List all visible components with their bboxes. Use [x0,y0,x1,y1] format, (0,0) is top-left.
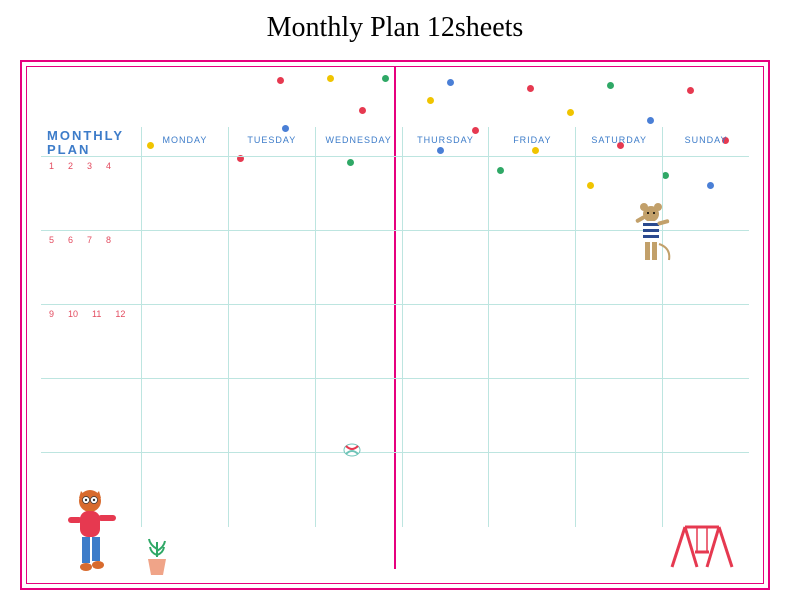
grid-row [41,379,749,453]
day-cell [488,379,575,452]
day-cell [315,453,402,527]
month-number: 7 [87,235,92,300]
monthly-plan-label-cell: MONTHLY PLAN [41,127,141,156]
grid-row: 9101112 [41,305,749,379]
day-cell [488,157,575,230]
day-cell [228,305,315,378]
month-number-cell: 5678 [41,231,141,304]
day-header-saturday: SATURDAY [575,127,662,156]
day-header-sunday: SUNDAY [662,127,749,156]
day-cell [402,305,489,378]
month-number: 2 [68,161,73,226]
month-number-cell: 1234 [41,157,141,230]
confetti-dot [687,87,694,94]
month-number: 10 [68,309,78,374]
day-cell [575,453,662,527]
confetti-dot [567,109,574,116]
cat-illustration [62,487,122,577]
month-number: 12 [115,309,125,374]
month-number: 3 [87,161,92,226]
day-cell [402,157,489,230]
day-cell [488,453,575,527]
month-number: 6 [68,235,73,300]
ball-illustration [342,442,362,458]
confetti-dot [277,77,284,84]
confetti-dot [427,97,434,104]
day-cell [402,379,489,452]
page-title: Monthly Plan 12sheets [0,0,790,44]
day-cell [402,231,489,304]
day-cell [141,231,228,304]
month-number: 5 [49,235,54,300]
day-cell [228,379,315,452]
month-number-cell: 9101112 [41,305,141,378]
monthly-plan-label: MONTHLY PLAN [47,129,135,158]
day-cell [488,231,575,304]
mouse-illustration [627,202,677,272]
confetti-dot [327,75,334,82]
day-header-monday: MONDAY [141,127,228,156]
month-number: 4 [106,161,111,226]
day-cell [141,453,228,527]
confetti-dot [359,107,366,114]
day-cell [402,453,489,527]
day-cell [662,305,749,378]
month-number: 1 [49,161,54,226]
swing-illustration [667,522,737,572]
month-number: 9 [49,309,54,374]
day-cell [228,231,315,304]
day-cell [488,305,575,378]
day-cell [315,157,402,230]
month-number: 11 [92,309,101,374]
day-header-wednesday: WEDNESDAY [315,127,402,156]
confetti-dot [527,85,534,92]
confetti-dot [447,79,454,86]
day-cell [315,305,402,378]
day-cell [662,379,749,452]
day-header-thursday: THURSDAY [402,127,489,156]
plant-illustration [142,537,172,577]
day-cell [141,305,228,378]
day-cell [662,453,749,527]
month-number: 8 [106,235,111,300]
day-cell [228,453,315,527]
day-cell [315,231,402,304]
day-cell [575,379,662,452]
day-cell [141,157,228,230]
planner-outer-border: MONTHLY PLAN MONDAYTUESDAYWEDNESDAYTHURS… [20,60,770,590]
day-cell [575,305,662,378]
day-header-tuesday: TUESDAY [228,127,315,156]
confetti-dot [647,117,654,124]
planner-page: MONTHLY PLAN MONDAYTUESDAYWEDNESDAYTHURS… [26,66,764,584]
month-number-cell [41,379,141,452]
day-header-friday: FRIDAY [488,127,575,156]
day-cell [141,379,228,452]
day-cell [228,157,315,230]
planner-grid: MONTHLY PLAN MONDAYTUESDAYWEDNESDAYTHURS… [41,127,749,569]
confetti-dot [607,82,614,89]
header-row: MONTHLY PLAN MONDAYTUESDAYWEDNESDAYTHURS… [41,127,749,157]
confetti-dot [382,75,389,82]
grid-row [41,453,749,527]
